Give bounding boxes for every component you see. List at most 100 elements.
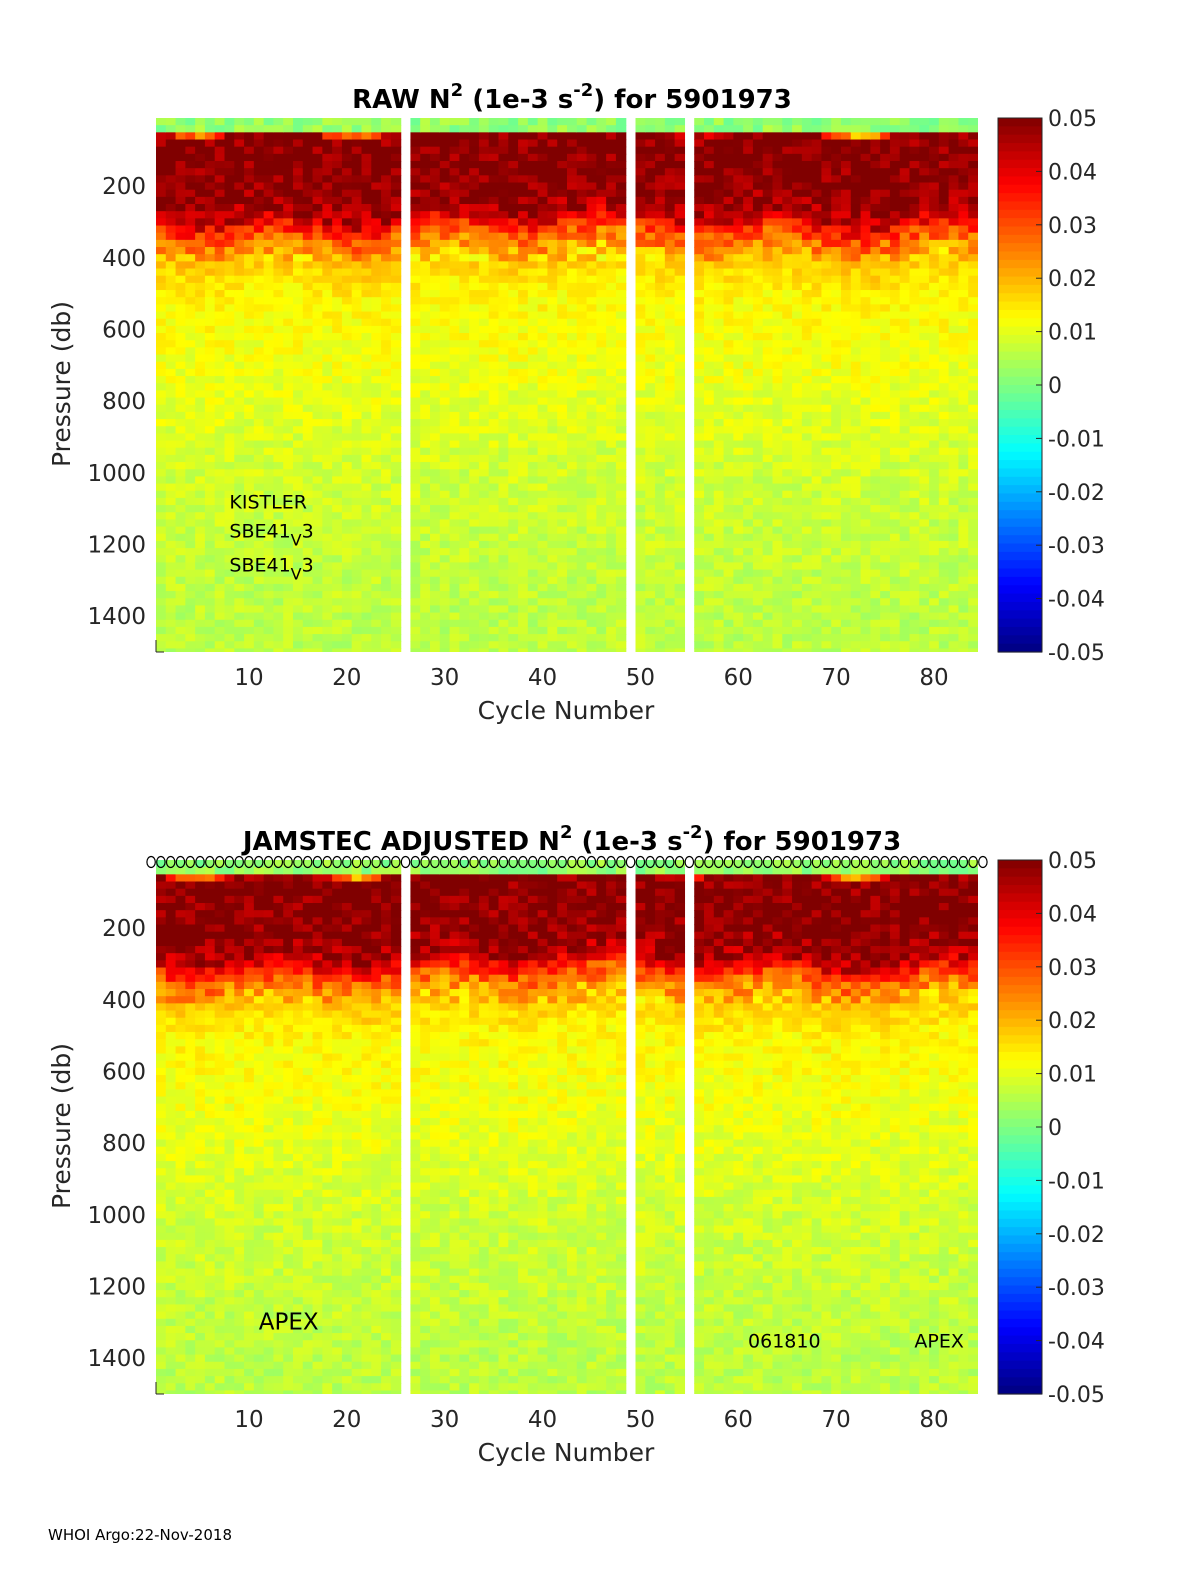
- heatmap-cell: [498, 576, 509, 585]
- heatmap-cell: [293, 548, 304, 556]
- heatmap-cell: [410, 247, 421, 255]
- heatmap-cell: [420, 569, 431, 578]
- heatmap-cell: [156, 340, 167, 348]
- heatmap-cell: [420, 139, 431, 148]
- heatmap-cell: [762, 411, 774, 420]
- heatmap-cell: [449, 426, 460, 434]
- heatmap-cell: [704, 483, 715, 492]
- heatmap-cell: [733, 619, 744, 628]
- heatmap-cell: [615, 519, 627, 528]
- heatmap-cell: [518, 454, 529, 463]
- heatmap-cell: [723, 232, 734, 241]
- heatmap-cell: [204, 454, 216, 463]
- heatmap-cell: [478, 261, 490, 270]
- heatmap-cell: [557, 175, 568, 184]
- heatmap-cell: [185, 211, 196, 219]
- heatmap-cell: [831, 318, 842, 327]
- heatmap-cell: [234, 626, 245, 635]
- heatmap-cell: [469, 182, 480, 191]
- heatmap-cell: [527, 125, 539, 133]
- heatmap-cell: [655, 361, 666, 370]
- heatmap-cell: [488, 146, 500, 155]
- heatmap-cell: [371, 347, 382, 356]
- heatmap-cell: [831, 161, 842, 169]
- heatmap-cell: [733, 591, 744, 599]
- heatmap-cell: [273, 139, 284, 148]
- heatmap-cell: [508, 211, 519, 219]
- heatmap-cell: [537, 318, 549, 327]
- heatmap-cell: [821, 239, 832, 248]
- heatmap-cell: [733, 361, 744, 370]
- heatmap-cell: [557, 311, 568, 320]
- heatmap-cell: [273, 153, 284, 162]
- heatmap-cell: [341, 505, 353, 513]
- heatmap-cell: [410, 268, 421, 277]
- heatmap-cell: [390, 275, 402, 284]
- heatmap-cell: [508, 368, 519, 377]
- heatmap-cell: [351, 182, 363, 191]
- heatmap-cell: [713, 447, 725, 456]
- heatmap-cell: [263, 548, 275, 556]
- heatmap-cell: [165, 462, 177, 470]
- heatmap-cell: [185, 275, 196, 284]
- heatmap-cell: [713, 483, 725, 492]
- heatmap-cell: [430, 555, 441, 563]
- heatmap-cell: [312, 297, 323, 305]
- heatmap-cell: [694, 476, 705, 485]
- heatmap-cell: [801, 533, 813, 542]
- heatmap-cell: [645, 612, 656, 621]
- heatmap-cell: [508, 247, 519, 255]
- heatmap-cell: [723, 512, 734, 520]
- heatmap-cell: [390, 232, 402, 241]
- heatmap-cell: [361, 182, 372, 191]
- heatmap-cell: [694, 612, 705, 621]
- heatmap-cell: [518, 519, 529, 528]
- heatmap-cell: [273, 340, 284, 348]
- heatmap-cell: [478, 634, 490, 642]
- heatmap-cell: [185, 368, 196, 377]
- heatmap-cell: [762, 576, 774, 585]
- heatmap-cell: [430, 125, 441, 133]
- heatmap-cell: [332, 368, 343, 377]
- heatmap-cell: [234, 648, 245, 652]
- heatmap-cell: [576, 505, 588, 513]
- heatmap-cell: [762, 591, 774, 599]
- heatmap-cell: [351, 533, 363, 542]
- heatmap-cell: [606, 118, 617, 126]
- heatmap-cell: [821, 261, 832, 270]
- heatmap-cell: [341, 619, 353, 628]
- heatmap-cell: [664, 454, 676, 463]
- heatmap-cell: [723, 118, 734, 126]
- heatmap-cell: [655, 261, 666, 270]
- heatmap-cell: [371, 340, 382, 348]
- heatmap-cell: [185, 440, 196, 449]
- heatmap-cell: [224, 132, 235, 141]
- heatmap-cell: [293, 490, 304, 499]
- heatmap-cell: [263, 153, 275, 162]
- heatmap-cell: [645, 626, 656, 635]
- heatmap-cell: [831, 268, 842, 277]
- heatmap-cell: [694, 591, 705, 599]
- heatmap-cell: [341, 641, 353, 650]
- heatmap-cell: [596, 383, 607, 391]
- heatmap-cell: [459, 146, 470, 155]
- heatmap-cell: [224, 247, 235, 255]
- heatmap-cell: [733, 290, 744, 298]
- heatmap-cell: [811, 476, 823, 485]
- heatmap-cell: [498, 562, 509, 571]
- heatmap-cell: [469, 218, 480, 227]
- heatmap-cell: [674, 261, 686, 270]
- heatmap-cell: [234, 533, 245, 542]
- heatmap-cell: [537, 247, 549, 255]
- heatmap-cell: [498, 411, 509, 420]
- heatmap-cell: [606, 569, 617, 578]
- heatmap-cell: [283, 153, 294, 162]
- heatmap-cell: [234, 211, 245, 219]
- heatmap-cell: [390, 282, 402, 291]
- heatmap-cell: [244, 225, 255, 234]
- heatmap-cell: [615, 512, 627, 520]
- heatmap-cell: [293, 354, 304, 363]
- heatmap-cell: [733, 340, 744, 348]
- heatmap-cell: [283, 268, 294, 277]
- heatmap-cell: [596, 361, 607, 370]
